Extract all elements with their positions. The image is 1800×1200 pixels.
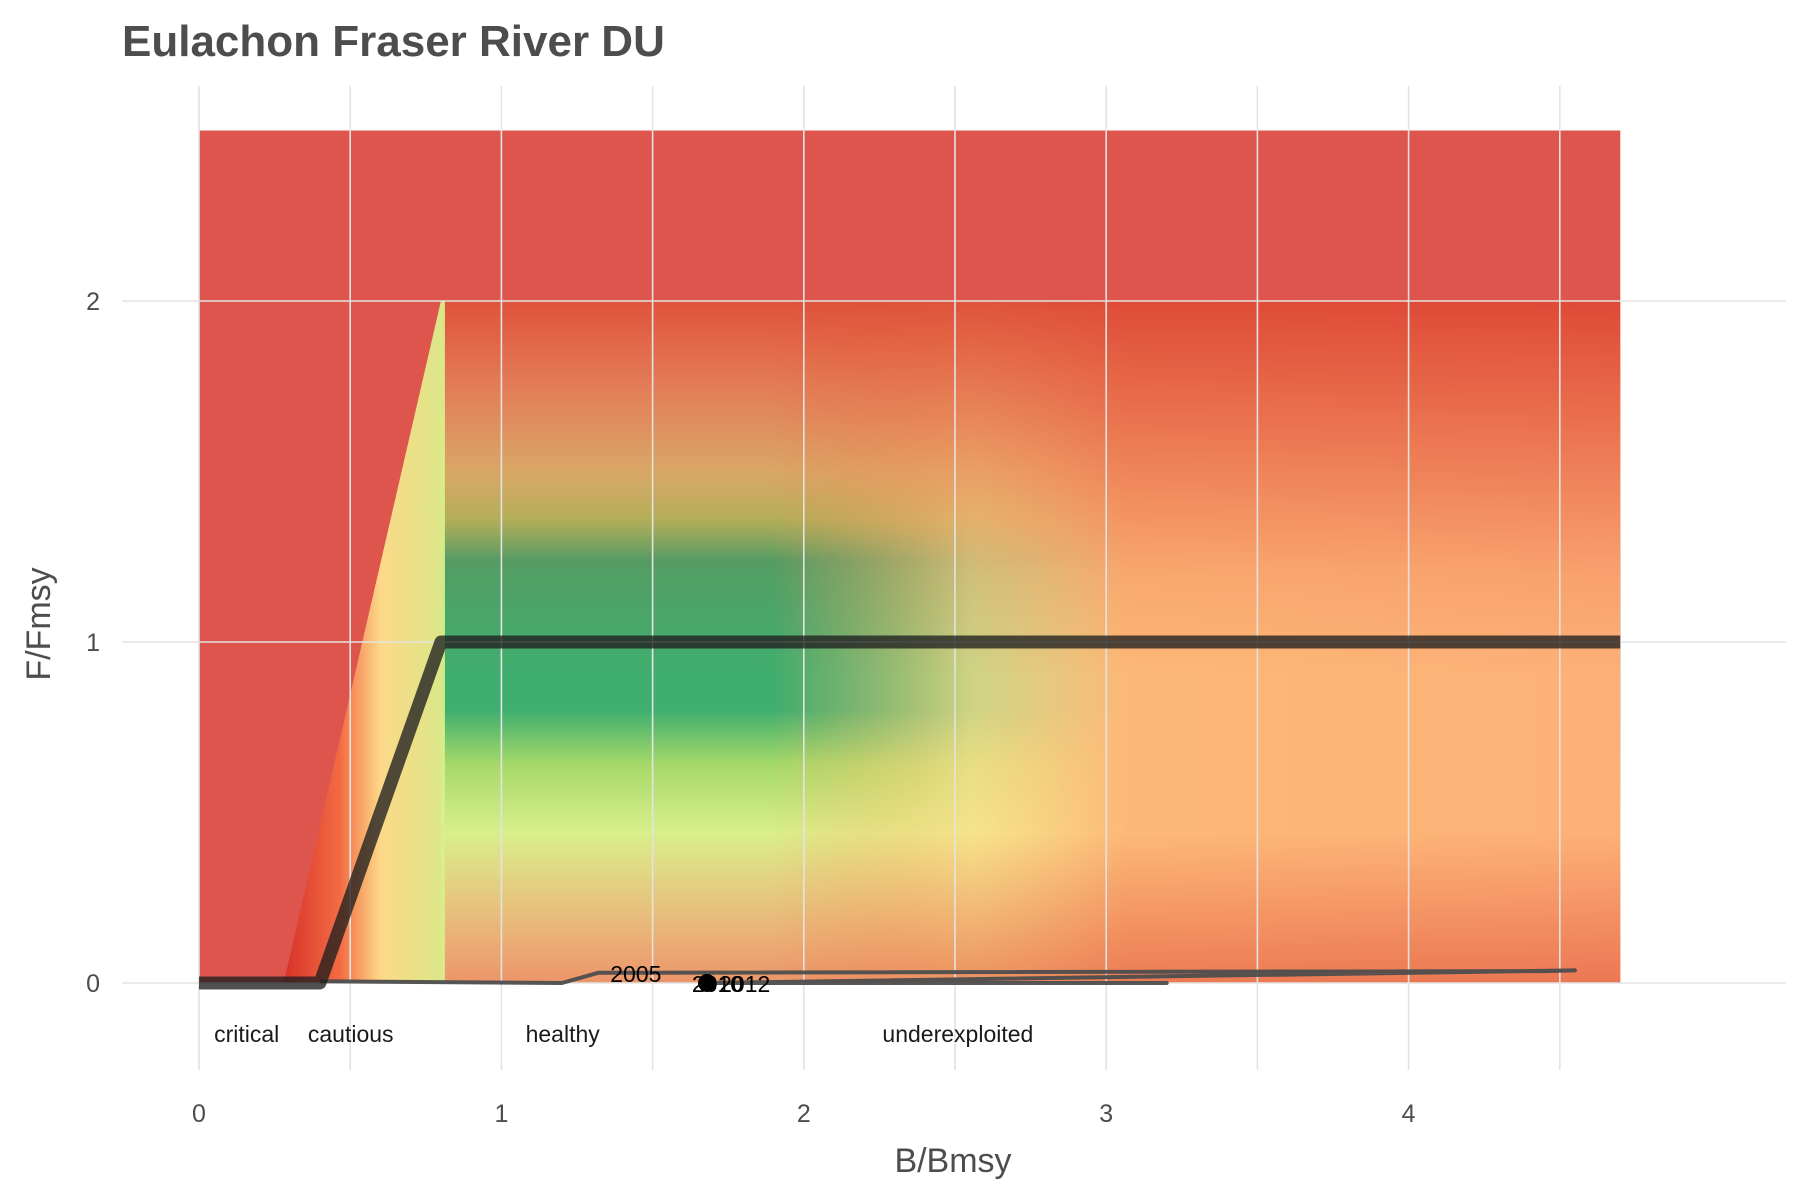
x-tick-label: 2 [797,1100,811,1128]
status-heatmap [199,130,1621,983]
y-tick-label: 0 [86,970,100,998]
year-label: 2010 [692,971,743,997]
zone-label: healthy [526,1021,601,1047]
chart-title: Eulachon Fraser River DU [122,17,665,66]
zone-label: critical [214,1021,279,1047]
current-status-point [698,974,717,992]
y-tick-label: 1 [86,629,100,657]
zone-label: underexploited [882,1021,1033,1047]
y-tick-label: 2 [86,288,100,316]
trajectory-line [319,968,1577,985]
zone-label: cautious [308,1021,394,1047]
x-axis-title: B/Bmsy [894,1142,1011,1180]
harvest-control-rule [199,635,1621,992]
trajectory [319,968,1577,985]
x-tick-label: 3 [1099,1100,1113,1128]
x-tick-label: 0 [192,1100,206,1128]
year-label: 2012 [719,971,770,997]
year-label: 2005 [610,961,661,987]
hcr-line [199,635,1621,990]
x-tick-label: 4 [1402,1100,1416,1128]
y-axis-title: F/Fmsy [20,567,58,680]
x-tick-label: 1 [494,1100,508,1128]
